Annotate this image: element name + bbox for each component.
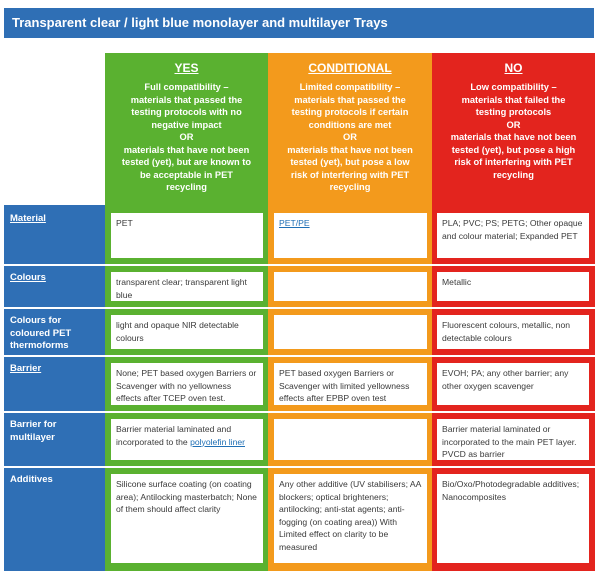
- column-header-yes: YES Full compatibility – materials that …: [105, 53, 268, 205]
- column-desc-line: recycling: [329, 182, 371, 192]
- column-desc-line: risk of interfering with PET: [454, 157, 573, 167]
- row-label-material[interactable]: Material: [4, 207, 105, 264]
- cell-colours-no: Metallic: [433, 268, 593, 305]
- cell-colours-conditional: [270, 268, 431, 305]
- column-desc-line: materials that passed the: [130, 94, 243, 105]
- polyolefin-liner-link[interactable]: polyolefin liner: [190, 436, 245, 447]
- cell-additives-no: Bio/Oxo/Photodegradable additives; Nanoc…: [433, 470, 593, 567]
- column-desc-line: materials that passed the: [294, 94, 406, 105]
- cell-multilayer-conditional: [270, 415, 431, 464]
- row-label-additives: Additives: [4, 468, 105, 571]
- page-title: Transparent clear / light blue monolayer…: [4, 8, 594, 38]
- column-desc-line: recycling: [166, 182, 207, 192]
- column-desc-line: Limited compatibility –: [299, 82, 401, 92]
- column-desc-line: materials that have not been: [123, 144, 250, 155]
- cell-additives-conditional: Any other additive (UV stabilisers; AA b…: [270, 470, 431, 567]
- cell-thermoforms-yes: light and opaque NIR detectable colours: [107, 311, 267, 353]
- column-desc-line: recycling: [493, 169, 534, 180]
- column-desc-line: tested (yet), but pose a high: [451, 144, 576, 155]
- cell-material-no: PLA; PVC; PS; PETG; Other opaque and col…: [433, 209, 593, 262]
- cell-multilayer-no: Barrier material laminated or incorporat…: [433, 415, 593, 464]
- row-divider: [4, 355, 595, 357]
- row-divider: [4, 466, 595, 468]
- column-desc-line: materials that have not been: [287, 144, 413, 155]
- cell-additives-yes: Silicone surface coating (on coating are…: [107, 470, 267, 567]
- column-desc-line: negative impact: [151, 119, 222, 130]
- pet-pe-link[interactable]: PET/PE: [279, 218, 310, 228]
- row-divider: [4, 264, 595, 266]
- row-divider: [4, 411, 595, 413]
- column-desc-line: testing protocols: [475, 107, 552, 117]
- column-desc-line: tested (yet), but are known to: [121, 157, 252, 167]
- row-label-barrier[interactable]: Barrier: [4, 357, 105, 411]
- column-desc-line: OR: [343, 132, 357, 142]
- column-title-yes: YES: [174, 61, 199, 75]
- multilayer-yes-text: Barrier material laminated and incorpora…: [116, 424, 232, 447]
- column-desc-line: testing protocols if certain: [291, 107, 409, 117]
- column-desc-line: tested (yet), but pose a low: [290, 157, 410, 167]
- column-title-no: NO: [504, 61, 523, 75]
- cell-material-conditional: PET/PE: [270, 209, 431, 262]
- cell-thermoforms-no: Fluorescent colours, metallic, non detec…: [433, 311, 593, 353]
- column-desc-line: OR: [506, 119, 521, 130]
- column-desc-line: Full compatibility –: [144, 82, 229, 92]
- column-desc-line: OR: [179, 132, 194, 142]
- cell-barrier-no: EVOH; PA; any other barrier; any other o…: [433, 359, 593, 409]
- cell-multilayer-yes: Barrier material laminated and incorpora…: [107, 415, 267, 464]
- column-desc-line: testing protocols with no: [131, 107, 242, 117]
- cell-thermoforms-conditional: [270, 311, 431, 353]
- cell-material-yes: PET: [107, 209, 267, 262]
- column-desc-line: risk of interfering with PET: [290, 169, 410, 180]
- column-desc-line: conditions are met: [308, 119, 392, 130]
- column-desc-line: materials that have not been: [450, 132, 577, 142]
- cell-colours-yes: transparent clear; transparent light blu…: [107, 268, 267, 305]
- column-desc-line: materials that failed the: [461, 94, 566, 105]
- cell-barrier-conditional: PET based oxygen Barriers or Scavenger w…: [270, 359, 431, 409]
- column-desc-line: be acceptable in PET: [139, 169, 233, 180]
- cell-barrier-yes: None; PET based oxygen Barriers or Scave…: [107, 359, 267, 409]
- column-desc-line: Low compatibility –: [470, 82, 557, 92]
- column-title-conditional: CONDITIONAL: [308, 61, 392, 75]
- row-label-colours-thermoforms: Colours for coloured PET thermoforms: [4, 309, 105, 355]
- column-header-conditional: CONDITIONAL Limited compatibility – mate…: [268, 53, 432, 205]
- column-header-no: NO Low compatibility – materials that fa…: [432, 53, 595, 205]
- row-label-barrier-multilayer: Barrier for multilayer: [4, 413, 105, 466]
- row-label-colours[interactable]: Colours: [4, 266, 105, 307]
- row-divider: [4, 307, 595, 309]
